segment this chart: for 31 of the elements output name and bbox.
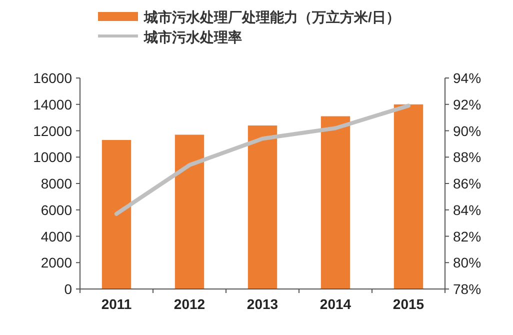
y-tick-label: 6000 (40, 202, 72, 218)
y-tick-label: 0 (64, 281, 72, 297)
y2-tick-label: 82% (453, 228, 482, 244)
y-tick-label: 2000 (40, 254, 72, 271)
y-tick-label: 4000 (40, 228, 72, 244)
y2-tick-label: 92% (453, 96, 482, 112)
legend-label: 城市污水处理率 (143, 29, 242, 45)
y-tick-label: 12000 (33, 122, 72, 139)
y-tick-label: 8000 (40, 176, 72, 192)
y2-tick-label: 94% (453, 70, 482, 86)
y2-tick-label: 84% (453, 202, 482, 218)
x-tick-label: 2012 (174, 296, 206, 312)
y-tick-label: 10000 (33, 149, 72, 166)
bar (174, 134, 204, 289)
bar (248, 125, 278, 289)
x-tick-label: 2013 (246, 296, 278, 312)
y-tick-label: 14000 (33, 96, 72, 112)
y2-tick-label: 80% (453, 254, 482, 271)
bar (102, 140, 132, 289)
x-tick-label: 2015 (392, 296, 424, 312)
bar (394, 104, 424, 289)
bar (320, 116, 350, 289)
line-series (114, 104, 410, 216)
x-tick-label: 2014 (320, 296, 352, 312)
y-tick-label: 16000 (33, 70, 72, 86)
y2-tick-label: 78% (453, 281, 482, 297)
legend-label: 城市污水处理厂处理能力（万立方米/日） (143, 9, 400, 25)
y2-tick-label: 88% (453, 149, 482, 166)
y2-tick-label: 90% (453, 122, 482, 139)
x-tick-label: 2011 (101, 296, 132, 312)
y2-tick-label: 86% (453, 176, 482, 192)
